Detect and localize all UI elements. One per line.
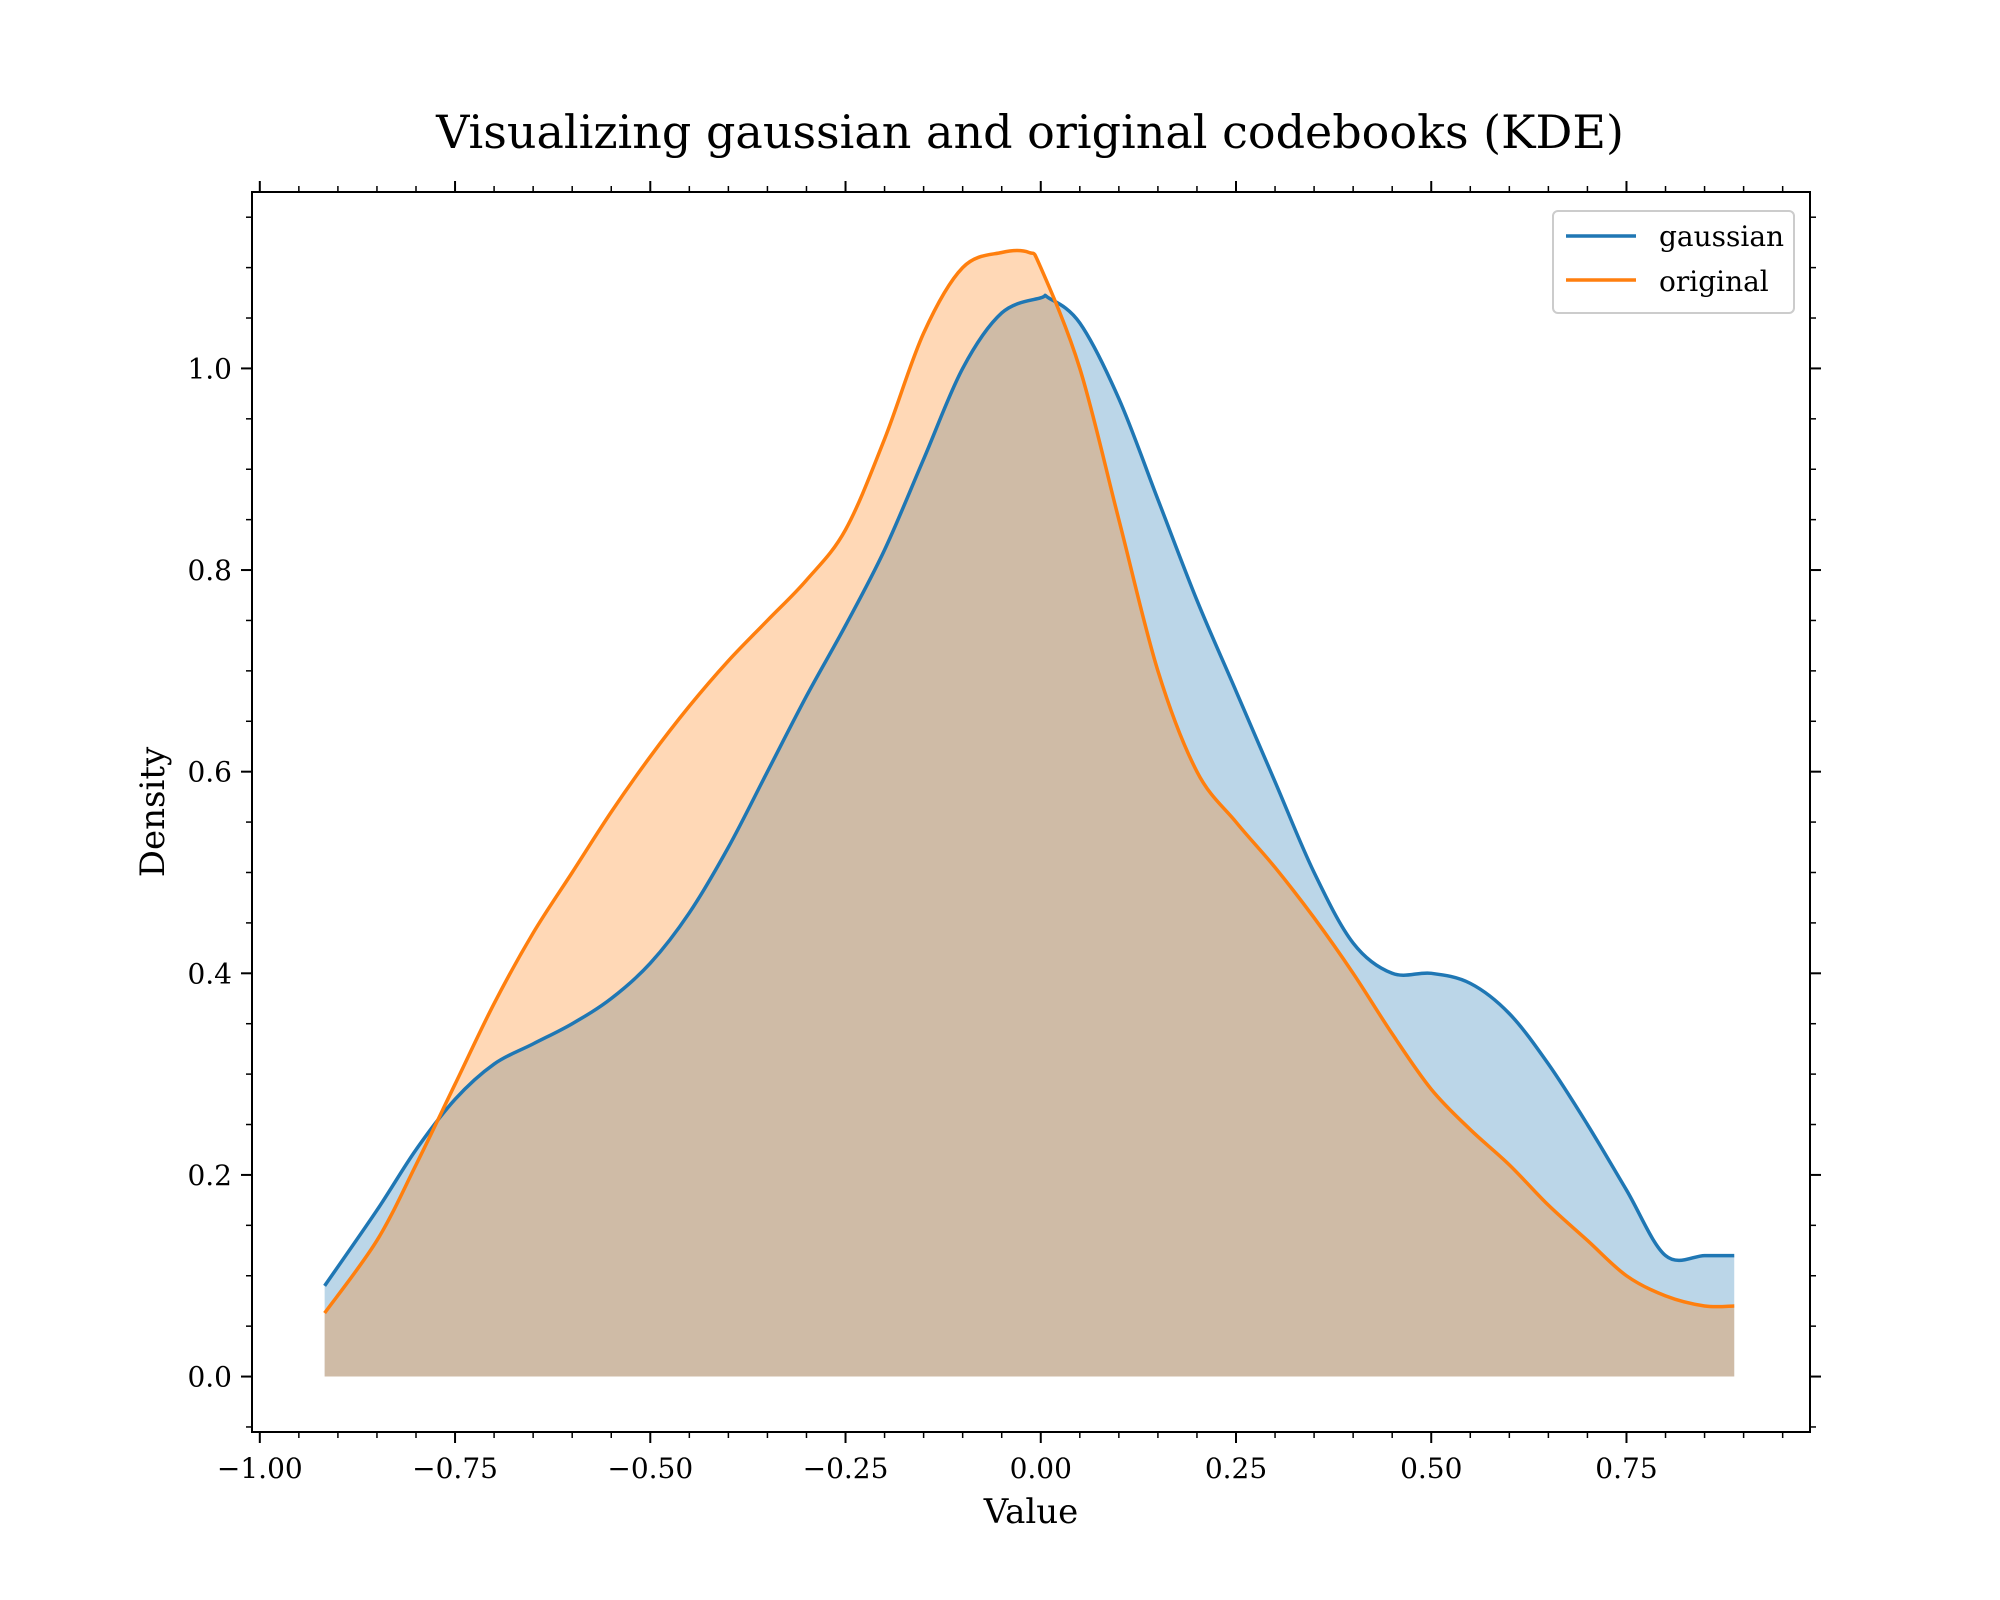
- series-line-original: [323, 248, 1735, 1315]
- y-tick-label: 0.0: [187, 1361, 232, 1394]
- area-fill-gaussian: [324, 295, 1735, 1377]
- x-tick-label: 0.50: [1400, 1452, 1462, 1485]
- y-tick-label: 0.8: [187, 554, 232, 587]
- y-tick-label: 1.0: [187, 352, 232, 385]
- y-tick-labels: 0.0 0.2 0.4 0.6 0.8 1.0: [187, 352, 232, 1393]
- series-line-gaussian: [323, 293, 1735, 1287]
- legend-label-gaussian: gaussian: [1659, 220, 1784, 253]
- x-tick-label: 0.25: [1205, 1452, 1267, 1485]
- series-fills: [324, 250, 1735, 1377]
- chart-title: Visualizing gaussian and original codebo…: [435, 105, 1624, 159]
- axis-ticks: [241, 181, 1821, 1443]
- area-fill-original: [324, 250, 1735, 1377]
- y-tick-label: 0.6: [187, 756, 232, 789]
- y-axis-label: Density: [133, 746, 173, 877]
- y-tick-label: 0.2: [187, 1159, 232, 1192]
- x-tick-label: −1.00: [217, 1452, 303, 1485]
- plot-frame: [251, 191, 1811, 1433]
- x-tick-label: −0.50: [607, 1452, 693, 1485]
- x-tick-label: −0.75: [412, 1452, 498, 1485]
- x-tick-label: −0.25: [803, 1452, 889, 1485]
- legend-label-original: original: [1659, 265, 1769, 298]
- x-tick-label: 0.00: [1010, 1452, 1072, 1485]
- y-tick-label: 0.4: [187, 957, 232, 990]
- x-tick-label: 0.75: [1595, 1452, 1657, 1485]
- x-axis-label: Value: [983, 1492, 1079, 1532]
- x-tick-labels: −1.00 −0.75 −0.50 −0.25 0.00 0.25 0.50 0.75: [217, 1452, 1658, 1485]
- series-lines: [323, 248, 1735, 1315]
- legend: gaussian original: [1552, 210, 1795, 314]
